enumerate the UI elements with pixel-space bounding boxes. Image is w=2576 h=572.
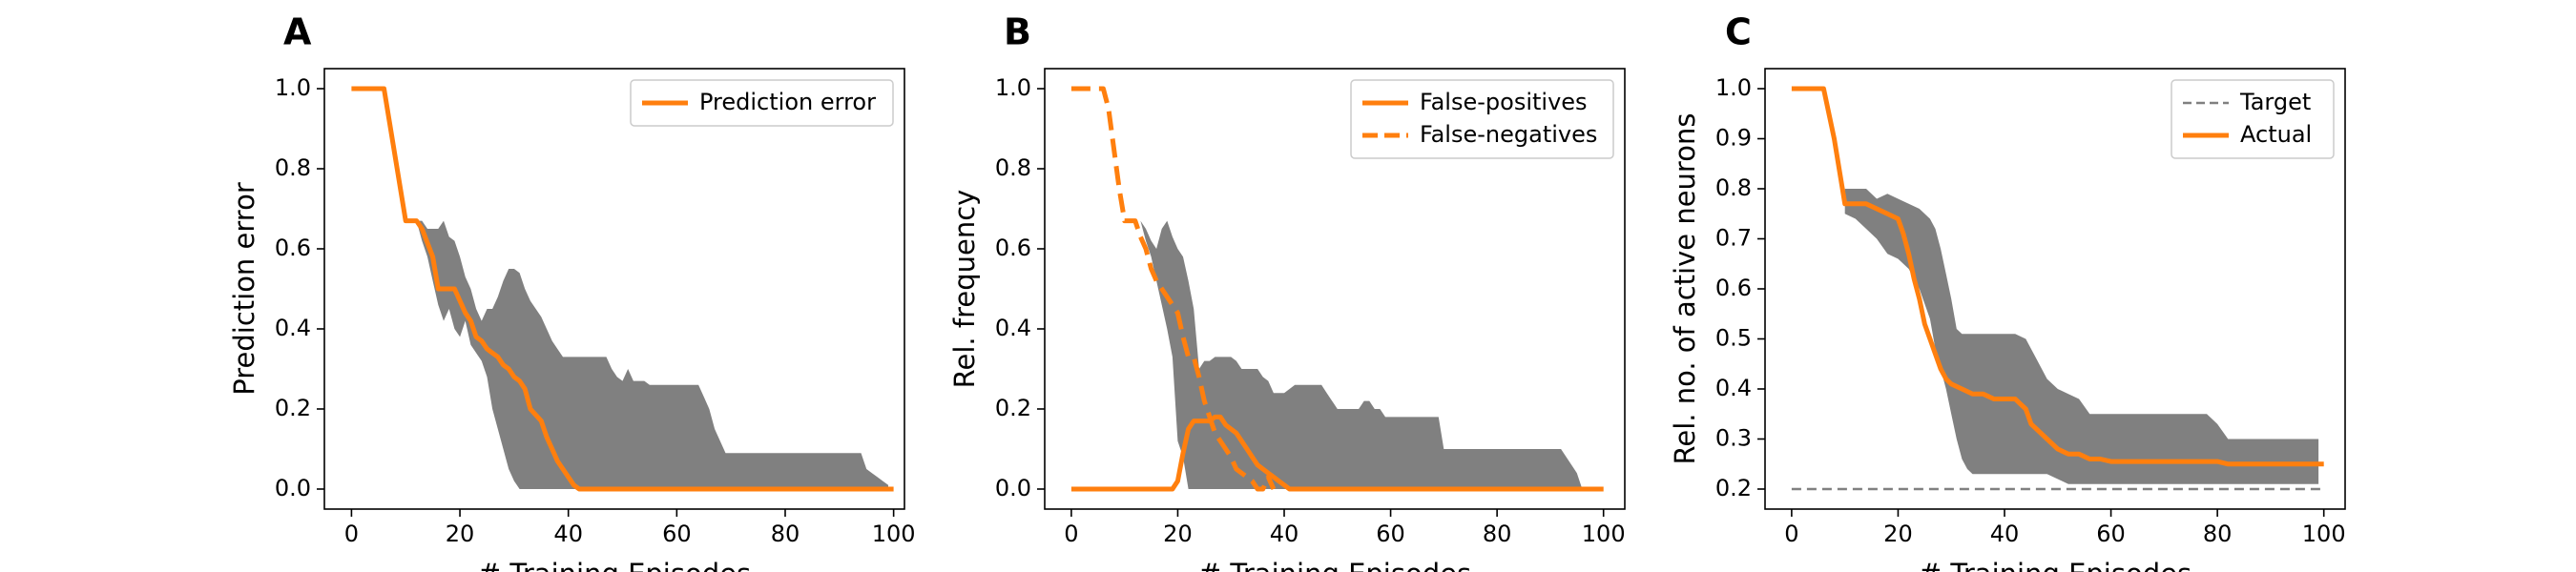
y-tick-label: 0.2 [1715,475,1752,501]
x-tick-label: 80 [2203,521,2233,547]
x-tick-label: 0 [1064,521,1078,547]
y-tick-label: 0.4 [995,315,1031,341]
series-line-false-positives [1070,414,1604,492]
legend: Target Actual [2171,79,2335,159]
axes-frame [323,68,905,510]
y-tick-label: 0.7 [1715,225,1752,252]
series-line-actual [1791,86,2324,467]
chart-panel-a: A 0 20 40 60 80 100 0.0 0.2 0.4 0.6 0.8 1.0 # Trainin… [228,11,916,572]
x-tick-label: 60 [662,521,692,547]
y-axis-label: Rel. no. of active neurons [1669,113,1701,465]
plot-area [1791,86,2324,491]
x-axis-label: # Training Episodes [478,558,751,572]
series-line-false-negatives [1070,86,1277,492]
x-tick-label: 20 [1883,521,1913,547]
y-tick-label: 0.9 [1715,125,1752,152]
axes-frame [1044,68,1626,510]
confidence-band [416,220,888,489]
x-axis-label: # Training Episodes [1919,558,2192,572]
x-tick-label: 40 [553,521,583,547]
y-tick-label: 0.6 [1715,275,1752,301]
y-tick-label: 0.5 [1715,325,1752,352]
y-tick-label: 0.8 [1715,174,1752,201]
legend-label: False-positives [1420,89,1588,115]
x-tick-label: 80 [771,521,800,547]
chart-panel-b: B 0 20 40 60 80 100 0.0 0.2 0.4 0.6 0.8 1.0 # Trainin… [948,11,1626,572]
y-tick-label: 0.2 [275,395,311,421]
x-axis-label: # Training Episodes [1198,558,1471,572]
x-tick-label: 60 [2096,521,2126,547]
plot-area [351,86,894,492]
legend: Prediction error [630,79,894,127]
plot-area [1070,86,1604,492]
y-tick-label: 0.8 [275,154,311,181]
legend-label: False-negatives [1420,121,1597,148]
confidence-band [1844,189,2319,484]
x-tick-label: 0 [1784,521,1798,547]
x-tick-label: 40 [1270,521,1299,547]
y-tick-label: 0.4 [275,315,311,341]
x-tick-label: 20 [1163,521,1193,547]
y-tick-label: 0.6 [995,235,1031,261]
y-tick-label: 0.4 [1715,375,1752,401]
x-tick-label: 100 [2302,521,2346,547]
panel-letter: B [1004,11,1031,53]
y-tick-label: 0.0 [275,475,311,501]
y-tick-label: 0.6 [275,235,311,261]
chart-panel-c: C 0 20 40 60 80 100 0.2 0.3 0.4 0.5 0.6 0.7 0.8 0.9 1.0… [1669,11,2346,572]
legend-label: Actual [2240,121,2312,148]
y-tick-label: 1.0 [275,74,311,101]
y-tick-label: 0.2 [995,395,1031,421]
panel-letter: A [283,11,312,53]
x-tick-label: 20 [446,521,475,547]
y-tick-label: 0.0 [995,475,1031,501]
x-tick-label: 100 [872,521,916,547]
y-axis-label: Prediction error [228,182,260,396]
y-tick-label: 0.8 [995,154,1031,181]
legend-box [2171,79,2335,159]
legend-label: Target [2239,89,2311,115]
legend: False-positives False-negatives [1350,79,1614,159]
x-tick-label: 40 [1990,521,2020,547]
x-tick-label: 60 [1376,521,1405,547]
panel-letter: C [1725,11,1752,53]
series-line-prediction-error [351,86,894,492]
legend-box [1350,79,1614,159]
y-tick-label: 0.3 [1715,425,1752,452]
x-tick-label: 0 [344,521,359,547]
x-tick-label: 100 [1582,521,1626,547]
y-axis-label: Rel. frequency [948,190,981,389]
legend-box [630,79,894,127]
confidence-band [1140,220,1583,489]
y-tick-label: 1.0 [1715,74,1752,101]
x-tick-label: 80 [1483,521,1512,547]
legend-label: Prediction error [699,89,876,115]
y-tick-label: 1.0 [995,74,1031,101]
